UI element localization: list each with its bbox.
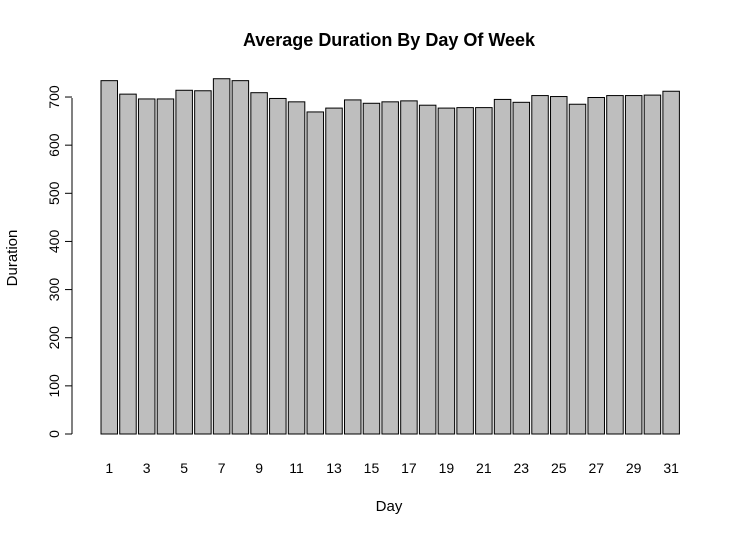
bar-day-4 <box>156 98 175 435</box>
bar-day-23 <box>512 101 531 435</box>
bar-day-6 <box>194 90 212 435</box>
bars-group <box>100 78 680 435</box>
chart-title: Average Duration By Day Of Week <box>243 30 536 50</box>
bar-day-10 <box>269 97 287 435</box>
y-tick-label: 300 <box>46 278 62 302</box>
y-axis-label: Duration <box>4 230 21 287</box>
bar-day-25 <box>550 96 568 435</box>
bar-day-12 <box>306 111 325 435</box>
bar-day-8 <box>231 80 250 435</box>
bar-day-5 <box>175 89 193 435</box>
x-tick-label: 1 <box>105 460 113 476</box>
bar-day-1 <box>100 80 118 435</box>
y-tick-label: 700 <box>46 85 62 109</box>
y-tick-label: 100 <box>46 374 62 398</box>
bar-day-26 <box>568 103 587 435</box>
x-tick-label: 17 <box>401 460 417 476</box>
bar-day-20 <box>456 107 474 435</box>
bar-day-15 <box>362 102 381 435</box>
bar-day-18 <box>418 104 437 435</box>
bar-day-16 <box>381 101 399 435</box>
bar-day-21 <box>475 107 493 435</box>
bar-day-11 <box>287 101 306 435</box>
y-tick-label: 600 <box>46 133 62 157</box>
y-tick-label: 500 <box>46 181 62 205</box>
bar-day-7 <box>212 78 231 435</box>
x-axis-label: Day <box>376 498 403 515</box>
x-tick-label: 13 <box>326 460 342 476</box>
y-tick-label: 200 <box>46 326 62 350</box>
bar-day-14 <box>343 99 362 435</box>
bar-day-29 <box>624 95 643 435</box>
x-tick-label: 21 <box>476 460 492 476</box>
bar-day-24 <box>531 95 549 435</box>
x-tick-label: 29 <box>626 460 642 476</box>
x-tick-label: 3 <box>143 460 151 476</box>
bar-day-2 <box>119 93 137 435</box>
bar-day-22 <box>493 98 512 435</box>
bar-day-13 <box>325 107 343 435</box>
x-tick-label: 25 <box>551 460 567 476</box>
x-tick-label: 5 <box>180 460 188 476</box>
x-tick-label: 7 <box>218 460 226 476</box>
bar-day-17 <box>400 100 418 435</box>
x-tick-label: 19 <box>439 460 455 476</box>
x-tick-label: 11 <box>289 460 304 476</box>
x-tick-label: 31 <box>663 460 679 476</box>
x-tick-label: 9 <box>255 460 263 476</box>
bar-day-9 <box>250 92 268 435</box>
bar-day-30 <box>643 94 662 435</box>
x-tick-label: 15 <box>364 460 380 476</box>
y-axis: 0 100 200 300 400 500 600 700 <box>46 85 72 438</box>
bar-day-28 <box>606 95 624 435</box>
bar-day-31 <box>662 90 680 435</box>
bar-day-19 <box>437 107 456 435</box>
bar-day-3 <box>137 98 156 435</box>
x-tick-label: 27 <box>588 460 604 476</box>
bar-day-27 <box>587 97 605 435</box>
y-tick-label: 400 <box>46 230 62 254</box>
y-tick-label: 0 <box>46 430 62 438</box>
x-axis-tick-labels: 1 3 5 7 9 11 13 15 17 19 21 23 25 27 29 31 <box>105 460 679 476</box>
x-tick-label: 23 <box>514 460 530 476</box>
